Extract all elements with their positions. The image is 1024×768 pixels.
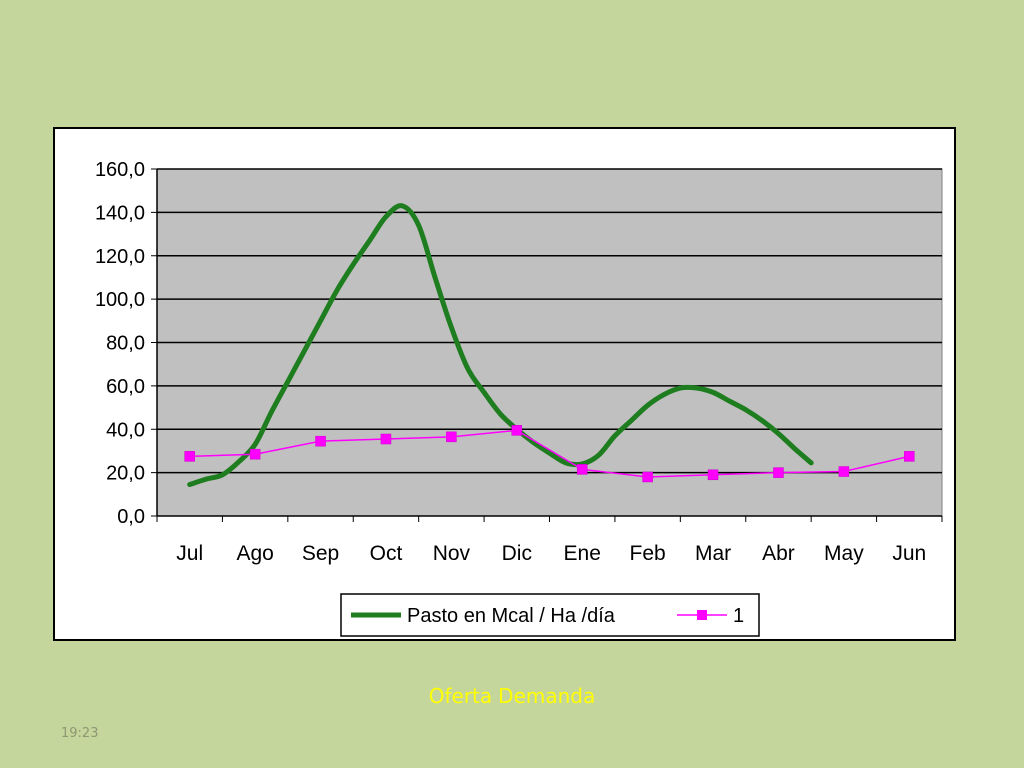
slide-timestamp: 19:23 <box>61 726 99 741</box>
series-1-marker <box>904 451 915 462</box>
series-1-marker <box>838 466 850 477</box>
series-1-marker <box>184 451 195 462</box>
series-pasto-line <box>187 203 814 488</box>
y-tick-label: 80,0 <box>106 333 145 355</box>
x-tick-label: Mar <box>695 542 731 565</box>
x-tick-label: Jun <box>892 542 926 565</box>
y-tick-label: 160,0 <box>95 159 145 181</box>
x-tick-label: Oct <box>370 542 403 565</box>
x-tick-label: Dic <box>502 542 532 565</box>
series-1-marker <box>707 469 719 481</box>
y-tick-label: 20,0 <box>106 463 145 485</box>
series-1-marker <box>446 431 457 443</box>
y-tick-label: 100,0 <box>95 289 145 311</box>
y-tick-label: 0,0 <box>117 506 145 528</box>
legend-marker-1 <box>697 610 707 620</box>
series-1-marker <box>380 433 392 445</box>
legend-label-1: 1 <box>733 605 744 627</box>
series-1-marker <box>642 471 653 483</box>
series-1-marker <box>773 467 784 478</box>
x-tick-label: Nov <box>433 542 471 565</box>
legend-label-pasto: Pasto en Mcal / Ha /día <box>407 605 616 627</box>
series-1-marker <box>315 435 326 447</box>
line-chart: 0,0 20,0 40,0 60,0 80,0 100,0 120,0 140,0 160,0 J… <box>95 159 943 637</box>
legend: Pasto en Mcal / Ha /día 1 <box>340 593 760 637</box>
series-1-line <box>189 429 910 478</box>
y-tick-label: 140,0 <box>95 202 145 224</box>
y-tick-label: 60,0 <box>106 376 145 398</box>
y-tick-label: 120,0 <box>95 246 145 268</box>
series-1-marker <box>576 464 588 475</box>
caption-oferta: Oferta <box>428 684 493 708</box>
x-tick-label: May <box>824 542 864 565</box>
caption-demanda: Demanda <box>498 684 596 708</box>
series-1-marker <box>511 425 523 436</box>
x-tick-label: Jul <box>176 542 203 565</box>
y-tick-label: 40,0 <box>106 419 145 441</box>
slide-caption: Oferta Demanda <box>0 684 1024 708</box>
series-1-marker <box>249 448 261 460</box>
chart-frame: 0,0 20,0 40,0 60,0 80,0 100,0 120,0 140,0 160,0 J… <box>53 127 956 641</box>
x-tick-label: Sep <box>302 542 339 565</box>
x-tick-label: Ago <box>236 542 273 565</box>
x-tick-label: Ene <box>564 542 601 565</box>
x-tick-label: Feb <box>630 542 666 565</box>
x-tick-label: Abr <box>762 542 795 565</box>
